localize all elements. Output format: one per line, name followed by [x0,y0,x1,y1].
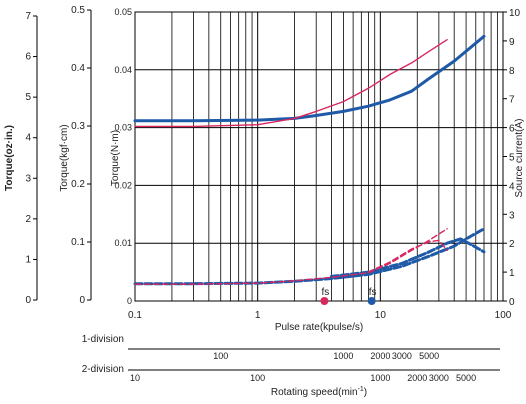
x-axis-label: Pulse rate(kpulse/s) [275,322,363,333]
scale-tick-label: 5000 [456,373,476,383]
scale-tick-label: 5000 [419,351,439,361]
kgf-cm-tick-label: 0.1 [71,237,85,248]
chart-series [133,34,486,286]
scale-tick-label: 2000 [370,351,390,361]
x-tick-label: 0.1 [128,310,142,321]
current-tick-label: 0 [509,297,515,308]
current-tick-label: 1 [509,268,515,279]
x-tick-label: 10 [375,310,387,321]
rotating-speed-label-end: ) [364,387,367,398]
series-line-2 [134,39,448,128]
oz-in-tick-label: 7 [25,11,31,22]
kgf-cm-axis-label: Torque(kgf·cm) [59,124,70,191]
kgf-cm-tick-label: 0.3 [71,121,85,132]
chart-markers: fs fs [320,287,377,305]
series-line-6 [367,239,448,273]
x-tick-label: 100 [495,310,512,321]
kgf-cm-tick-label: 0.2 [71,179,85,190]
oz-in-tick-label: 4 [25,133,31,144]
rotating-speed-label: Rotating speed(min-1) [271,386,367,398]
series-line-3 [133,227,486,286]
scale-row-label: 2-division [82,364,124,375]
oz-in-tick-label: 1 [25,254,31,265]
current-tick-label: 7 [509,95,515,106]
series-line-5 [134,228,448,285]
plot-area-frame [134,11,504,302]
current-tick-label: 9 [509,37,515,48]
oz-in-tick-label: 3 [25,173,31,184]
n-m-tick-label: 0 [127,296,132,306]
scale-tick-label: 3000 [392,351,412,361]
current-tick-label: 8 [509,66,515,77]
current-tick-label: 2 [509,239,515,250]
current-tick-label: 10 [509,8,521,19]
current-tick-label: 6 [509,124,515,135]
rotating-speed-label-sup: -1 [358,386,364,393]
oz-in-tick-label: 5 [25,92,31,103]
current-tick-label: 4 [509,181,515,192]
oz-in-axis-label: Torque(oz·in.) [4,125,15,191]
kgf-cm-tick-label: 0.5 [71,5,85,16]
kgf-cm-tick-label: 0.4 [71,63,85,74]
current-tick-label: 3 [509,210,515,221]
n-m-tick-label: 0.01 [114,238,132,248]
oz-in-tick-label: 2 [25,214,31,225]
x-tick-label: 1 [255,310,261,321]
current-axis-label: Source current(A) [514,119,525,198]
oz-in-tick-label: 6 [25,52,31,63]
n-m-tick-label: 0.03 [114,123,132,133]
series-line-4 [330,237,486,278]
scale-tick-label: 1000 [370,373,390,383]
fs-marker-label: fs [369,287,377,298]
scale-tick-label: 100 [213,351,228,361]
scale-tick-label: 10 [130,373,140,383]
oz-in-tick-label: 0 [25,295,31,306]
current-tick-label: 5 [509,153,515,164]
scale-tick-label: 1000 [333,351,353,361]
scale-row-label: 1-division [82,334,124,345]
n-m-tick-label: 0.02 [114,180,132,190]
scale-tick-label: 2000 [407,373,427,383]
fs-marker-label: fs [322,287,330,298]
chart-grid [135,12,503,301]
series-line-1 [133,34,486,123]
kgf-cm-tick-label: 0 [79,295,85,306]
n-m-axis-label: Torque(N·m) [110,130,121,186]
n-m-tick-label: 0.05 [114,7,132,17]
scale-tick-label: 100 [250,373,265,383]
fs-marker-dot [367,297,376,305]
fs-marker-dot [320,297,329,305]
n-m-tick-label: 0.04 [114,65,132,75]
scale-tick-label: 3000 [429,373,449,383]
